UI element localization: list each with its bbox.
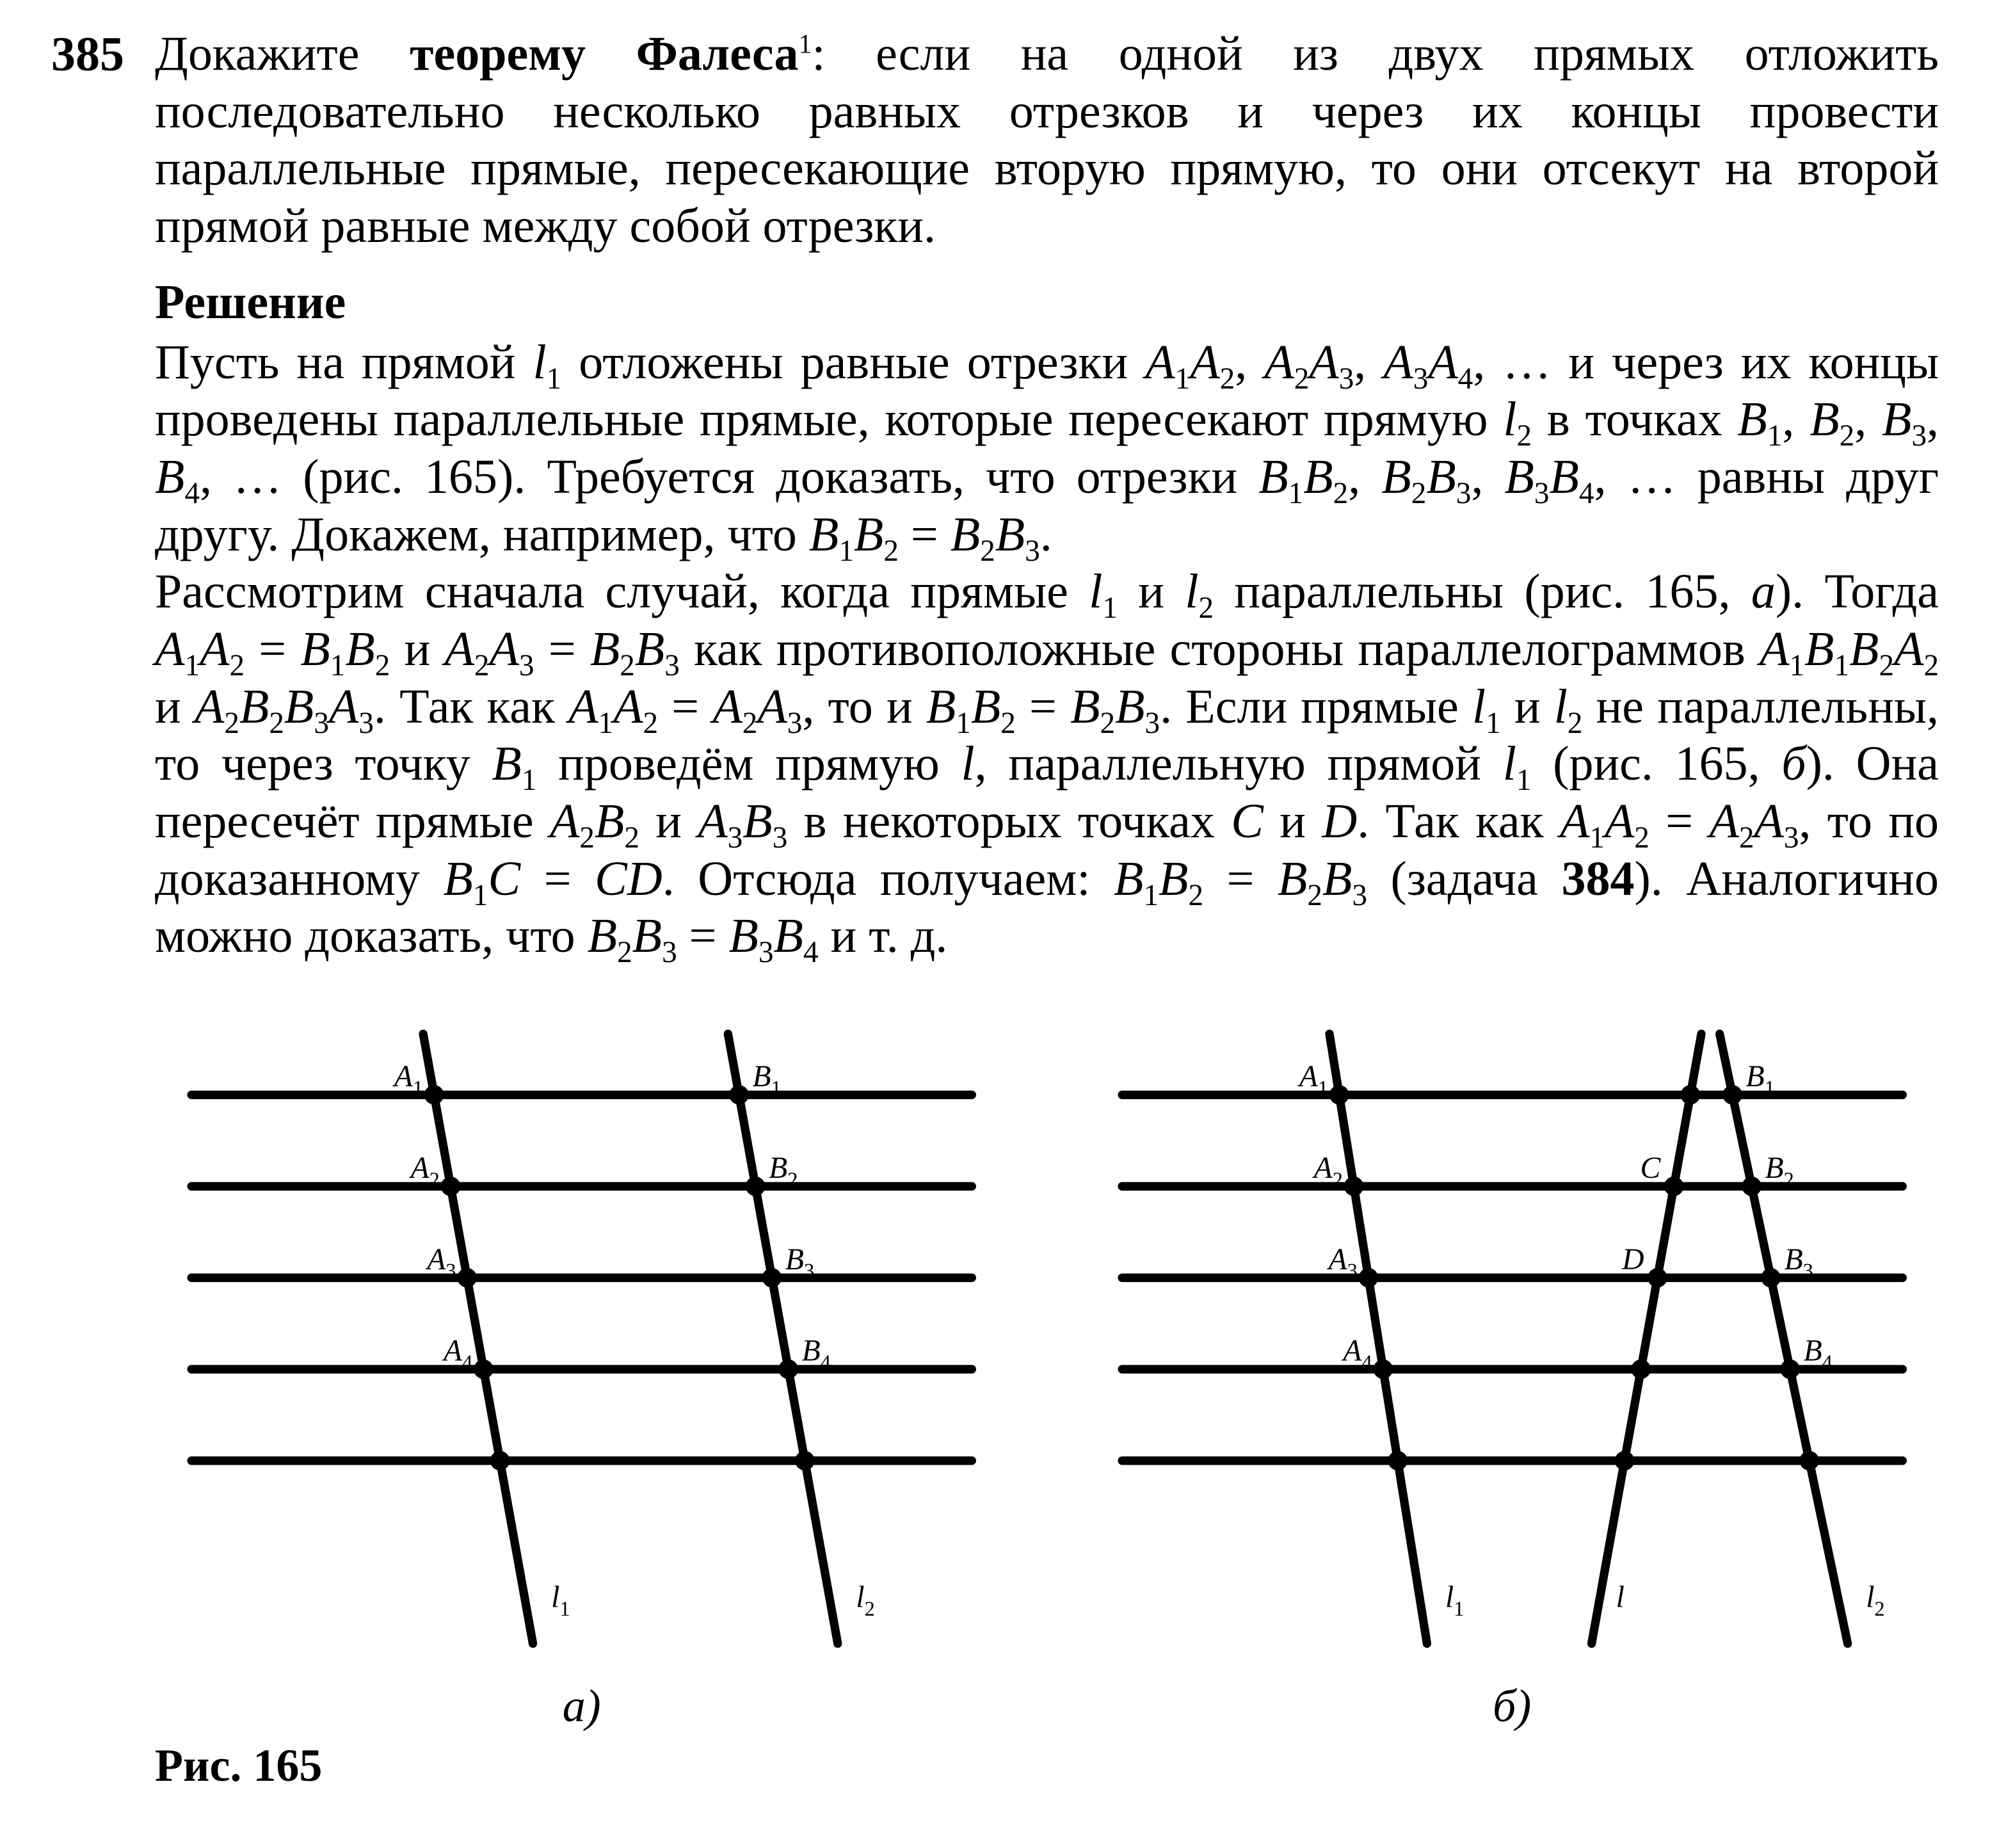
svg-text:C: C — [1640, 1152, 1661, 1185]
caption-b: б) — [1086, 1680, 1939, 1733]
caption-a: а) — [155, 1680, 1009, 1733]
svg-text:l2: l2 — [1866, 1581, 1884, 1621]
statement-prefix: Докажите — [155, 27, 410, 81]
problem-statement: Докажите теорему Фалеса1: если на одной … — [155, 26, 1939, 255]
diagram-b-svg: l1ll2A1A2A3A4B1B2B3B4CD — [1086, 997, 1939, 1668]
problem-number: 385 — [51, 26, 124, 82]
figures-row: l1l2A1A2A3A4B1B2B3B4 а) l1ll2A1A2A3A4B1B… — [155, 997, 1939, 1733]
solution-heading: Решение — [155, 275, 1939, 330]
svg-text:D: D — [1621, 1243, 1644, 1276]
solution-text: Пусть на прямой l1 отложены равные отрез… — [155, 334, 1939, 965]
diagram-a-svg: l1l2A1A2A3A4B1B2B3B4 — [155, 997, 1009, 1668]
svg-text:l1: l1 — [1445, 1581, 1463, 1621]
svg-text:l2: l2 — [856, 1581, 874, 1621]
theorem-name: теорему Фалеса — [410, 27, 798, 81]
problem-body: Докажите теорему Фалеса1: если на одной … — [155, 26, 1939, 1792]
footnote-mark: 1 — [799, 30, 812, 60]
problem-block: 385 Докажите теорему Фалеса1: если на од… — [51, 26, 1939, 1792]
figure-label: Рис. 165 — [155, 1739, 1939, 1792]
svg-text:l1: l1 — [551, 1581, 570, 1621]
figure-a: l1l2A1A2A3A4B1B2B3B4 а) — [155, 997, 1009, 1733]
figure-b: l1ll2A1A2A3A4B1B2B3B4CD б) — [1086, 997, 1939, 1733]
svg-text:l: l — [1616, 1581, 1624, 1614]
